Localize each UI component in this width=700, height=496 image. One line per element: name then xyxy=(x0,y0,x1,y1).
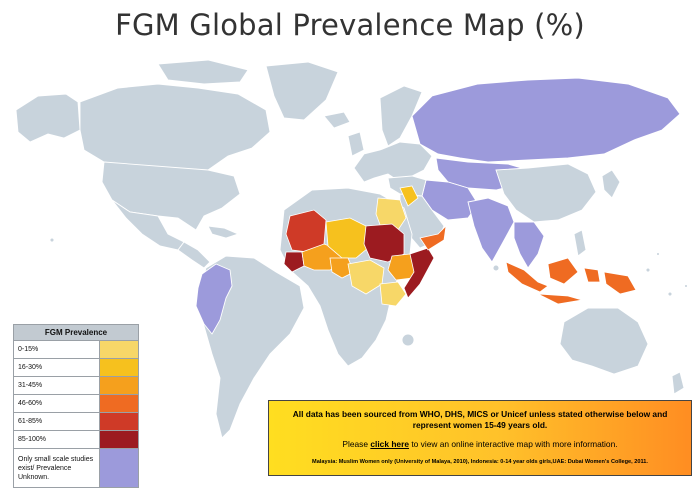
map-central-america[interactable] xyxy=(177,241,211,269)
map-australia[interactable] xyxy=(559,307,649,375)
page-title: FGM Global Prevalence Map (%) xyxy=(115,8,585,42)
map-korea-japan[interactable] xyxy=(601,169,621,199)
legend-swatch xyxy=(99,377,138,394)
legend-swatch xyxy=(99,431,138,448)
map-levant-turkey[interactable] xyxy=(387,175,427,197)
map-philippines[interactable] xyxy=(573,229,587,257)
map-china[interactable] xyxy=(495,163,597,223)
legend-label: Only small scale studies exist/ Prevalen… xyxy=(14,449,99,487)
info-text-before: Please xyxy=(342,439,371,449)
map-guinea[interactable] xyxy=(283,251,305,273)
legend-label: 31-45% xyxy=(14,377,99,394)
click-here-link[interactable]: click here xyxy=(370,439,410,449)
legend-row-unknown: Only small scale studies exist/ Prevalen… xyxy=(14,449,138,487)
interactive-map-text: Please click here to view an online inte… xyxy=(269,439,691,450)
legend-swatch xyxy=(99,449,138,487)
legend-row-16-30: 16-30% xyxy=(14,359,138,377)
legend-swatch xyxy=(99,359,138,376)
map-canadian-arctic[interactable] xyxy=(157,59,249,85)
map-usa[interactable] xyxy=(101,161,241,231)
map-scandinavia[interactable] xyxy=(379,85,423,147)
map-island-pacific-4[interactable] xyxy=(684,284,688,288)
map-yemen-oman[interactable] xyxy=(419,224,447,251)
map-caribbean[interactable] xyxy=(207,225,240,239)
legend-row-85-100: 85-100% xyxy=(14,431,138,449)
map-europe[interactable] xyxy=(353,141,433,183)
map-new-zealand[interactable] xyxy=(671,371,685,395)
map-british-isles[interactable] xyxy=(347,131,365,157)
map-island-hawaii[interactable] xyxy=(49,237,55,243)
legend-row-0-15: 0-15% xyxy=(14,341,138,359)
map-malaysia-indonesia[interactable] xyxy=(505,257,637,305)
legend-title: FGM Prevalence xyxy=(14,325,138,341)
footnote-text: Malaysia: Muslim Women only (University … xyxy=(312,459,648,465)
map-island-pacific-3[interactable] xyxy=(656,252,660,256)
legend-swatch xyxy=(99,341,138,358)
legend-label: 0-15% xyxy=(14,341,99,358)
map-island-sri-lanka[interactable] xyxy=(492,264,500,272)
data-source-text: All data has been sourced from WHO, DHS,… xyxy=(292,409,668,430)
map-island-madagascar[interactable] xyxy=(401,333,415,347)
legend-label: 46-60% xyxy=(14,395,99,412)
map-india[interactable] xyxy=(467,197,515,263)
map-iraq-region[interactable] xyxy=(399,185,419,207)
legend: FGM Prevalence 0-15% 16-30% 31-45% 46-60… xyxy=(13,324,139,488)
map-island-pacific-2[interactable] xyxy=(667,291,673,297)
map-island-pacific-1[interactable] xyxy=(645,267,651,273)
map-alaska[interactable] xyxy=(15,93,81,143)
map-nigeria[interactable] xyxy=(329,257,355,279)
info-text-after: to view an online interactive map with m… xyxy=(409,439,618,449)
legend-label: 16-30% xyxy=(14,359,99,376)
map-canada[interactable] xyxy=(79,83,271,171)
legend-row-46-60: 46-60% xyxy=(14,395,138,413)
legend-label: 85-100% xyxy=(14,431,99,448)
map-iceland[interactable] xyxy=(323,111,351,129)
map-east-africa[interactable] xyxy=(379,281,407,307)
legend-row-61-85: 61-85% xyxy=(14,413,138,431)
legend-swatch xyxy=(99,413,138,430)
legend-swatch xyxy=(99,395,138,412)
map-greenland[interactable] xyxy=(265,61,339,121)
world-map xyxy=(15,59,688,439)
map-southeast-asia[interactable] xyxy=(513,221,545,269)
legend-label: 61-85% xyxy=(14,413,99,430)
info-box: All data has been sourced from WHO, DHS,… xyxy=(268,400,692,476)
map-russia[interactable] xyxy=(411,77,681,163)
map-niger-chad[interactable] xyxy=(325,217,369,259)
map-colombia-ecuador-peru[interactable] xyxy=(195,263,233,335)
legend-row-31-45: 31-45% xyxy=(14,377,138,395)
